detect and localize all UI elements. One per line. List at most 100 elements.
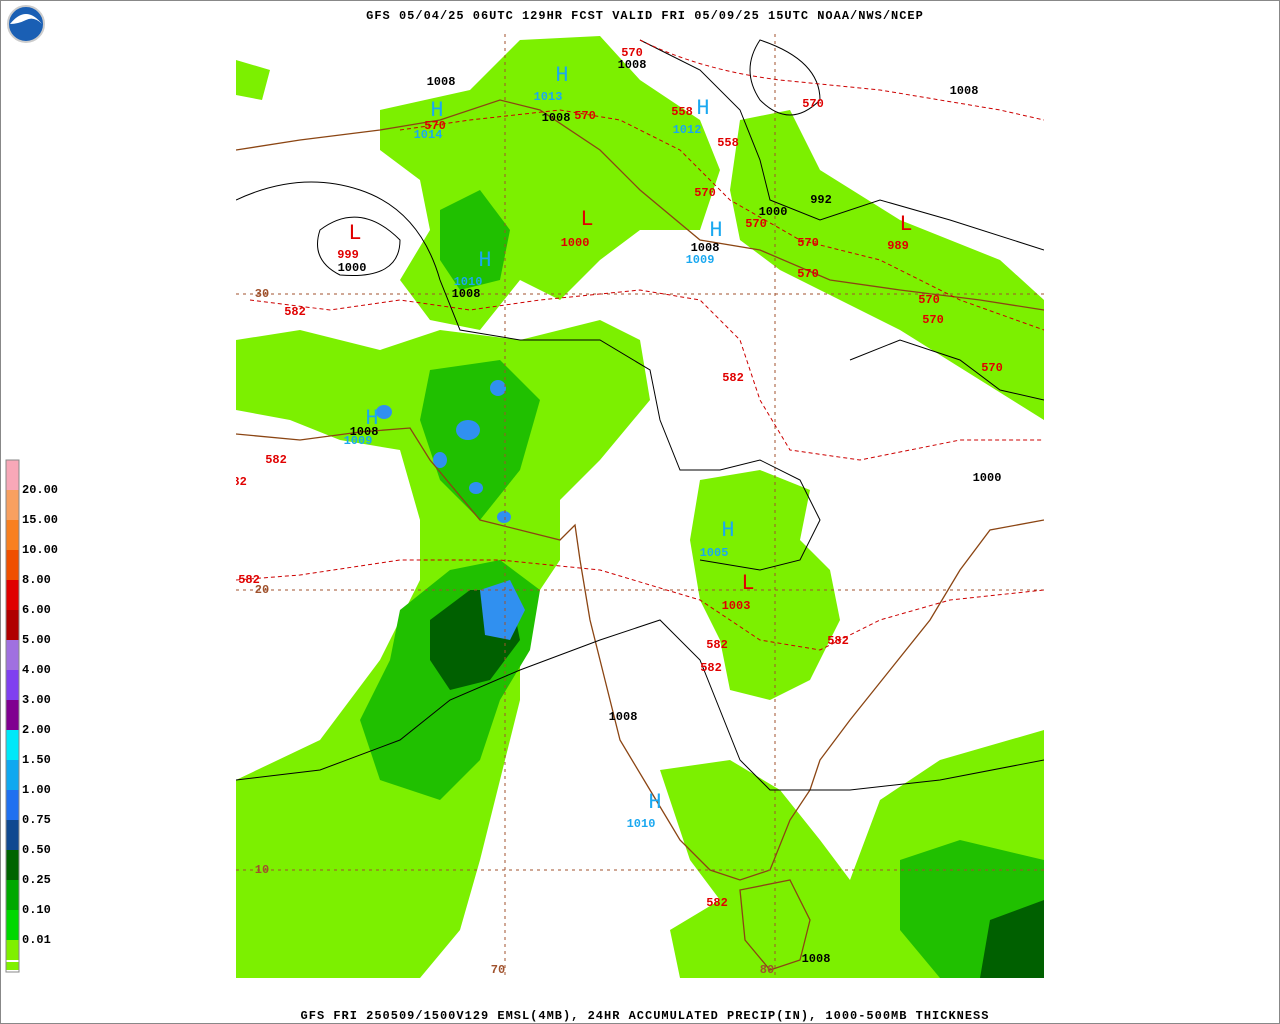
legend-swatch: [6, 460, 19, 490]
thickness-label: 570: [797, 236, 819, 250]
isobar-label: 992: [810, 193, 832, 207]
legend-label: 10.00: [22, 543, 58, 557]
noaa-logo: [7, 5, 45, 43]
isobar-label: 1008: [691, 241, 720, 255]
low-pressure: 1003: [722, 599, 751, 613]
high-symbol: H: [709, 218, 722, 243]
thickness-label: 570: [981, 361, 1003, 375]
precip-legend: 20.00 15.00 10.00 8.00 6.00 5.00 4.00 3.00 2.00 1…: [5, 459, 58, 973]
low-pressure: 999: [337, 248, 359, 262]
grid-label: 30: [255, 287, 269, 301]
low-symbol: L: [348, 221, 361, 246]
precip-very-heavy: [376, 380, 525, 640]
legend-label: 4.00: [22, 663, 51, 677]
legend-swatch: [6, 580, 19, 610]
legend-label: 8.00: [22, 573, 51, 587]
thickness-label: 570: [797, 267, 819, 281]
isobar-label: 1008: [802, 952, 831, 966]
legend-swatch: [6, 960, 19, 962]
high-symbol: H: [365, 406, 378, 431]
isobar-label: 1008: [427, 75, 456, 89]
isobar-label: 1008: [950, 84, 979, 98]
coastlines: [236, 99, 1044, 971]
legend-swatch: [6, 880, 19, 910]
low-symbol: L: [741, 571, 754, 596]
low-symbol: L: [899, 212, 912, 237]
legend-label: 1.00: [22, 783, 51, 797]
isobar-label: 1000: [338, 261, 367, 275]
legend-swatch: [6, 910, 19, 940]
isobar-label: 1008: [452, 287, 481, 301]
grid-label: 10: [255, 863, 269, 877]
isobar-label: 1008: [618, 58, 647, 72]
thickness-label: 582: [706, 638, 728, 652]
high-symbol: H: [478, 248, 491, 273]
legend-swatch: [6, 610, 19, 640]
thickness-label: 582: [265, 453, 287, 467]
thickness-label: 582: [284, 305, 306, 319]
high-pressure: 1012: [673, 123, 702, 137]
legend-swatch: [6, 700, 19, 730]
legend-swatch: [6, 490, 19, 520]
map-title: GFS 05/04/25 06UTC 129HR FCST VALID FRI …: [366, 9, 924, 23]
high-pressure: 1005: [700, 546, 729, 560]
thickness-label: 570: [424, 119, 446, 133]
legend-label: 0.01: [22, 933, 51, 947]
high-symbol: H: [696, 96, 709, 121]
thickness-label: 570: [621, 46, 643, 60]
low-pressure: 989: [887, 239, 909, 253]
lat-lon-grid: [236, 34, 1044, 978]
legend-swatch: [6, 670, 19, 700]
high-pressure: 1009: [686, 253, 715, 267]
legend-label: 20.00: [22, 483, 58, 497]
thickness-label: 582: [225, 475, 247, 489]
legend-label: 0.25: [22, 873, 51, 887]
thickness-label: 570: [574, 109, 596, 123]
isobar-label: 1000: [973, 471, 1002, 485]
grid-label: 70: [491, 963, 505, 977]
legend-label: 0.10: [22, 903, 51, 917]
legend-swatch: [6, 790, 19, 820]
high-symbol: H: [648, 790, 661, 815]
thickness-label: 558: [717, 136, 739, 150]
legend-swatch: [6, 550, 19, 580]
high-pressure: 1009: [344, 434, 373, 448]
thickness-label: 570: [918, 293, 940, 307]
legend-label: 3.00: [22, 693, 51, 707]
thickness-label: 582: [827, 634, 849, 648]
thickness-label: 570: [802, 97, 824, 111]
legend-label: 0.75: [22, 813, 51, 827]
thickness-label: 582: [700, 661, 722, 675]
isobar-label: 1008: [350, 425, 379, 439]
thickness-label: 570: [745, 217, 767, 231]
legend-swatch: [6, 730, 19, 760]
legend-swatch: [6, 850, 19, 880]
high-pressure: 1010: [627, 817, 656, 831]
legend-frame: [5, 459, 20, 973]
grid-label: 20: [255, 583, 269, 597]
thickness-contours: [236, 39, 1044, 651]
legend-label: 5.00: [22, 633, 51, 647]
legend-label: 1.50: [22, 753, 51, 767]
low-symbol: L: [580, 207, 593, 232]
thickness-label: 582: [706, 896, 728, 910]
legend-label: 15.00: [22, 513, 58, 527]
thickness-label: 558: [671, 105, 693, 119]
high-pressure: 1014: [414, 128, 443, 142]
thickness-label: 570: [694, 186, 716, 200]
legend-label: 0.50: [22, 843, 51, 857]
isobar-label: 1008: [542, 111, 571, 125]
high-pressure: 1010: [454, 275, 483, 289]
legend-swatch: [6, 640, 19, 670]
isobar-label: 1008: [609, 710, 638, 724]
high-symbol: H: [430, 98, 443, 123]
thickness-label: 582: [722, 371, 744, 385]
legend-swatch: [6, 520, 19, 550]
high-symbol: H: [721, 518, 734, 543]
legend-swatch: [6, 760, 19, 790]
map: H1013H1014H1012H1009H1010H1009H1005H1010…: [225, 34, 1044, 978]
thickness-label: 570: [922, 313, 944, 327]
thickness-label: 582: [238, 573, 260, 587]
legend-label: 6.00: [22, 603, 51, 617]
